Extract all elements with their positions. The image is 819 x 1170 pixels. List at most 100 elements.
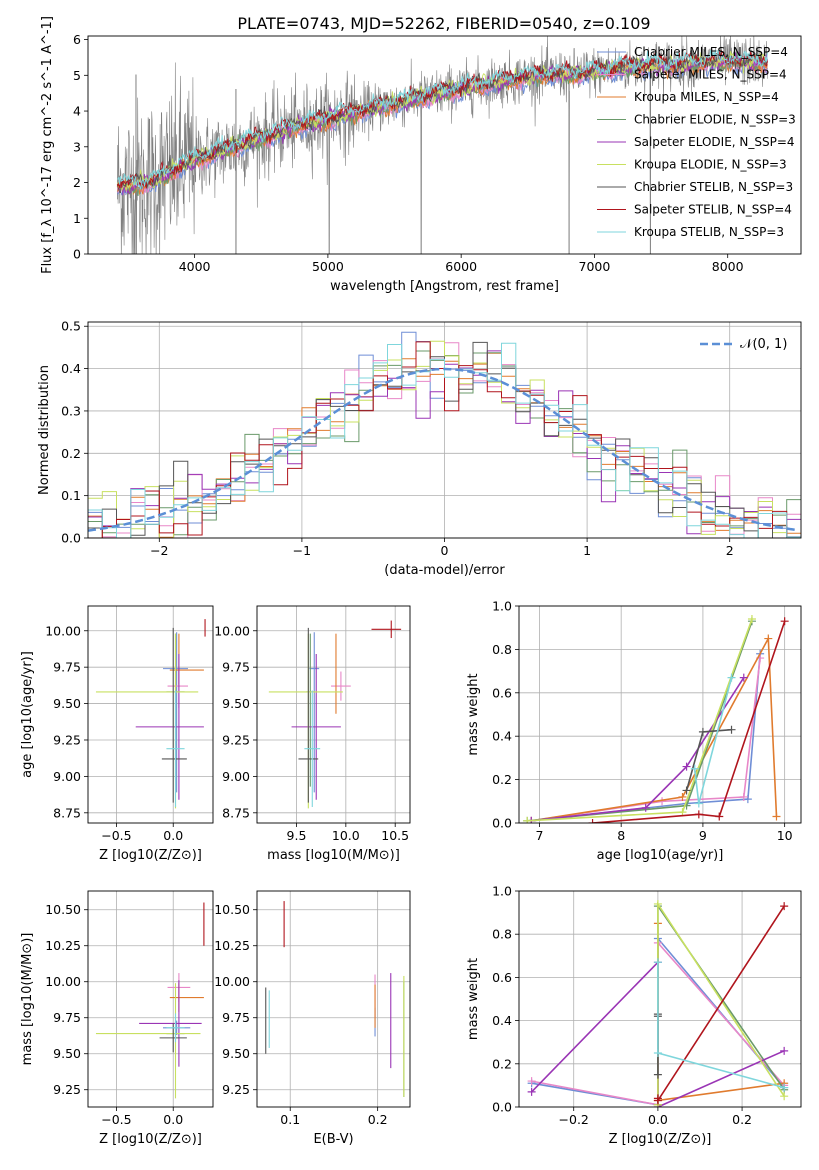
- y-tick-label: 9.75: [53, 1010, 81, 1025]
- x-tick-label: 7000: [579, 259, 611, 274]
- plot-area: [95, 619, 206, 809]
- plot-area: [116, 36, 768, 254]
- x-tick-label: 9.5: [287, 828, 307, 843]
- x-tick-label: −0.5: [101, 1112, 131, 1127]
- y-tick-label: 5: [73, 68, 81, 83]
- x-axis-label: mass [log10(M/M⊙)]: [267, 848, 400, 863]
- plot-area: [95, 902, 205, 1099]
- y-tick-label: 0.6: [492, 685, 512, 700]
- y-tick-label: 9.50: [53, 696, 81, 711]
- series-line-salpeter_stelib: [592, 620, 786, 823]
- x-axis-label: Z [log10(Z/Z⊙)]: [609, 1132, 712, 1147]
- point-marker-salpeter_miles: [527, 1077, 536, 1086]
- x-tick-label: −1: [293, 543, 311, 558]
- y-axis-label: Normed distribution: [37, 365, 52, 495]
- y-tick-label: 0.1: [61, 488, 81, 503]
- y-tick-label: 2: [73, 175, 81, 190]
- y-tick-label: 10.00: [45, 974, 81, 989]
- y-tick-label: 10.50: [214, 902, 250, 917]
- y-tick-label: 1: [73, 211, 81, 226]
- point-marker-chabrier_miles: [743, 795, 752, 804]
- plot-area: [88, 331, 801, 538]
- legend-label: Chabrier ELODIE, N_SSP=3: [634, 113, 796, 127]
- x-tick-label: 0: [441, 543, 449, 558]
- x-axis-label: age [log10(age/yr)]: [597, 848, 724, 863]
- y-tick-label: 0.2: [61, 446, 81, 461]
- model-line-kroupa_stelib: [117, 49, 768, 190]
- y-tick-label: 10.25: [45, 938, 81, 953]
- point-marker-kroupa_stelib: [653, 958, 662, 967]
- plot-area: [523, 615, 789, 823]
- y-tick-label: 3: [73, 139, 81, 154]
- point-marker-kroupa_miles: [772, 812, 781, 821]
- x-tick-label: 6000: [445, 259, 477, 274]
- point-marker-kroupa_stelib: [727, 673, 736, 682]
- figure-title: PLATE=0743, MJD=52262, FIBERID=0540, z=0…: [237, 14, 650, 33]
- legend-label: Kroupa STELIB, N_SSP=3: [634, 225, 784, 239]
- x-axis-label: (data-model)/error: [384, 563, 505, 578]
- y-tick-label: 10.25: [214, 938, 250, 953]
- x-tick-label: −0.2: [559, 1112, 589, 1127]
- x-tick-label: 0.0: [163, 1112, 183, 1127]
- point-marker-kroupa_elodie: [653, 899, 662, 908]
- point-marker-kroupa_elodie: [780, 1092, 789, 1101]
- axes-frame: [87, 605, 214, 824]
- legend-label: Salpeter MILES, N_SSP=4: [634, 68, 787, 82]
- x-tick-label: 9: [699, 828, 707, 843]
- x-axis-label: Z [log10(Z/Z⊙)]: [99, 1132, 202, 1147]
- panel-residual-histogram: −2 −1 0 1 2 0.0 0.1 0.2 0.3 0.4 0.5 (data-model)/er…: [37, 319, 802, 578]
- x-tick-label: 0.0: [648, 1112, 668, 1127]
- y-axis-label: mass weight: [466, 958, 481, 1040]
- x-tick-label: 2: [726, 543, 734, 558]
- y-tick-label: 0.0: [61, 531, 81, 546]
- point-marker-salpeter_stelib: [653, 1096, 662, 1105]
- x-tick-label: 7: [535, 828, 543, 843]
- y-tick-label: 1.0: [492, 599, 512, 614]
- point-marker-chabrier_stelib: [653, 1070, 662, 1079]
- gaussian-curve: [88, 367, 799, 532]
- panel-mass-vs-ebv: 0.1 0.2 9.25 9.50 9.75 10.00 10.25 10.50 E(B-V): [214, 890, 411, 1147]
- point-marker-chabrier_stelib: [727, 725, 736, 734]
- axes-frame: [87, 890, 214, 1108]
- legend-label: 𝒩(0, 1): [740, 337, 787, 352]
- y-tick-label: 10.00: [45, 623, 81, 638]
- y-tick-label: 0.0: [492, 1100, 512, 1115]
- point-marker-salpeter_stelib: [694, 810, 703, 819]
- y-tick-label: 9.25: [53, 1082, 81, 1097]
- point-marker-kroupa_stelib: [690, 764, 699, 773]
- point-marker-kroupa_stelib: [694, 799, 703, 808]
- y-tick-label: 9.00: [53, 769, 81, 784]
- y-tick-label: 9.25: [222, 1082, 250, 1097]
- point-marker-salpeter_elodie: [780, 1046, 789, 1055]
- y-tick-label: 9.25: [53, 732, 81, 747]
- y-tick-label: 0.4: [61, 361, 81, 376]
- y-axis-label: age [log10(age/yr)]: [20, 651, 35, 778]
- y-tick-label: 9.75: [222, 1010, 250, 1025]
- series-line-salpeter_stelib: [657, 905, 785, 1104]
- plot-area: [268, 620, 402, 809]
- y-tick-label: 10.00: [214, 974, 250, 989]
- legend-label: Kroupa MILES, N_SSP=4: [634, 90, 779, 104]
- legend-label: Kroupa ELODIE, N_SSP=3: [634, 158, 787, 172]
- y-tick-label: 0.5: [61, 319, 81, 334]
- point-marker-kroupa_stelib: [780, 1083, 789, 1092]
- series-line-chabrier_elodie: [527, 620, 753, 822]
- y-tick-label: 0: [73, 247, 81, 262]
- y-tick-label: 9.50: [53, 1046, 81, 1061]
- model-line-chabrier_elodie: [117, 52, 768, 197]
- histogram-kroupa_elodie: [88, 340, 801, 538]
- y-tick-label: 0.6: [492, 970, 512, 985]
- x-tick-label: 0.1: [280, 1112, 300, 1127]
- x-tick-label: −2: [150, 543, 168, 558]
- y-tick-label: 0.0: [492, 816, 512, 831]
- x-tick-label: 10.0: [332, 828, 360, 843]
- point-marker-salpeter_miles: [739, 792, 748, 801]
- point-marker-salpeter_elodie: [527, 1087, 536, 1096]
- panel-age-vs-z: −0.5 0.0 8.75 9.00 9.25 9.50 9.75 10.00 Z [log10…: [20, 605, 214, 863]
- point-marker-kroupa_elodie: [678, 808, 687, 817]
- legend-label: Salpeter ELODIE, N_SSP=4: [634, 135, 795, 149]
- x-tick-label: −0.5: [101, 828, 131, 843]
- y-tick-label: 9.00: [222, 769, 250, 784]
- y-tick-label: 0.2: [492, 1056, 512, 1071]
